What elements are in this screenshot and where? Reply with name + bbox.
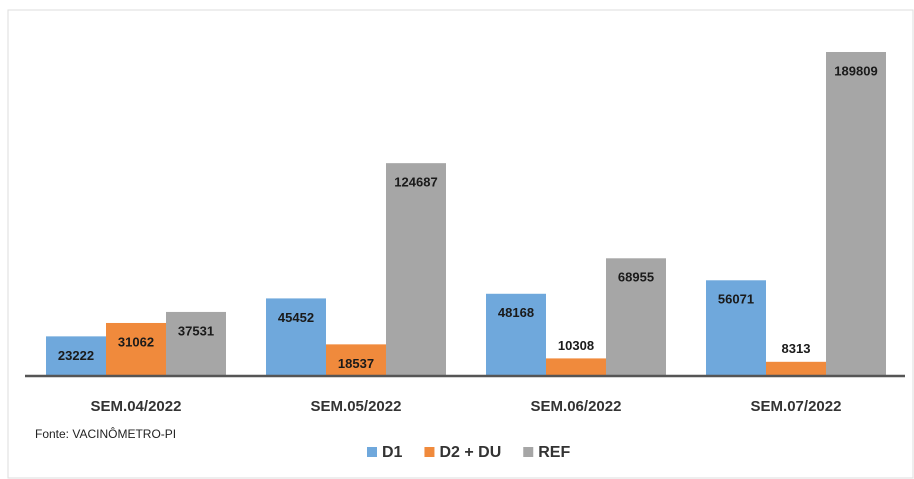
bar xyxy=(486,293,546,376)
bar xyxy=(546,358,606,376)
x-tick-label: SEM.07/2022 xyxy=(751,398,842,415)
x-tick-label: SEM.04/2022 xyxy=(91,398,182,415)
x-tick-label: SEM.05/2022 xyxy=(311,398,402,415)
data-label: 10308 xyxy=(558,338,594,353)
source: Fonte: VACINÔMETRO-PI xyxy=(35,426,176,441)
bar xyxy=(106,322,166,376)
legend-label: D1 xyxy=(382,444,403,461)
data-label: 37531 xyxy=(178,323,214,338)
data-label: 31062 xyxy=(118,334,154,349)
data-label: 189809 xyxy=(834,63,877,78)
bar xyxy=(766,361,826,376)
data-label: 45452 xyxy=(278,310,314,325)
legend-swatch xyxy=(367,447,377,457)
legend-label: REF xyxy=(538,444,570,461)
data-label: 8313 xyxy=(782,341,811,356)
data-label: 48168 xyxy=(498,305,534,320)
legend-swatch xyxy=(523,447,534,457)
bar xyxy=(706,280,766,376)
bar xyxy=(46,336,106,376)
bar xyxy=(326,344,386,376)
data-label: 56071 xyxy=(718,292,754,307)
data-label: 18537 xyxy=(338,356,374,371)
data-label: 68955 xyxy=(618,270,654,285)
data-label: 23222 xyxy=(58,348,94,363)
data-label: 124687 xyxy=(394,175,437,190)
bar xyxy=(826,52,886,376)
legend-swatch xyxy=(424,447,435,457)
legend-label: D2 + DU xyxy=(439,444,501,461)
bar xyxy=(386,163,446,376)
bar xyxy=(166,311,226,376)
bar xyxy=(606,258,666,376)
chart-frame xyxy=(7,9,914,479)
bar xyxy=(266,298,326,376)
x-tick-label: SEM.06/2022 xyxy=(531,398,622,415)
